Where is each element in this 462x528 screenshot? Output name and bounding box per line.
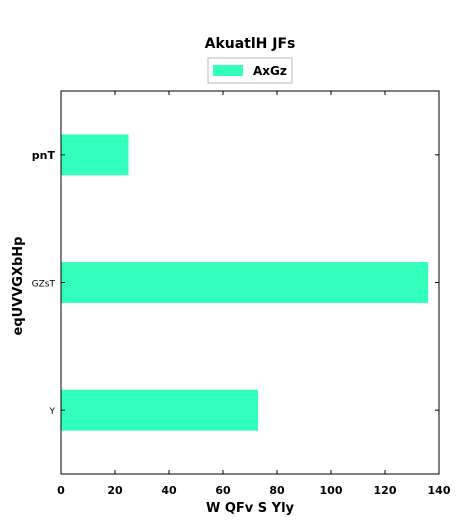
legend-label: AxGz: [253, 64, 287, 78]
legend: AxGz: [207, 57, 293, 84]
x-axis-label: W QFv S Yly: [206, 501, 295, 516]
x-axis-ticks: 0 20 40 60 80 100 120 140: [57, 91, 451, 497]
x-tick-label: 0: [57, 484, 65, 497]
x-tick-label: 120: [374, 484, 397, 497]
bar-pnt: [61, 134, 129, 176]
y-tick-label: Y: [49, 407, 56, 417]
x-tick-label: 20: [107, 484, 123, 497]
y-tick-label: pnT: [32, 149, 56, 162]
bars: [61, 134, 429, 431]
x-tick-label: 140: [428, 484, 451, 497]
chart-title: AkuatlH JFs: [205, 36, 296, 52]
x-tick-label: 80: [269, 484, 285, 497]
bar-gzst: [61, 262, 429, 303]
y-axis-label: eqUVVGXbHp: [11, 237, 26, 336]
bar-y: [61, 389, 259, 431]
x-tick-label: 60: [215, 484, 231, 497]
y-tick-label: GZsT: [32, 280, 56, 290]
x-tick-label: 40: [161, 484, 177, 497]
y-axis-ticks: Y GZsT pnT: [32, 149, 439, 417]
legend-swatch: [213, 65, 243, 76]
x-tick-label: 100: [320, 484, 343, 497]
plot-frame: [60, 90, 440, 475]
